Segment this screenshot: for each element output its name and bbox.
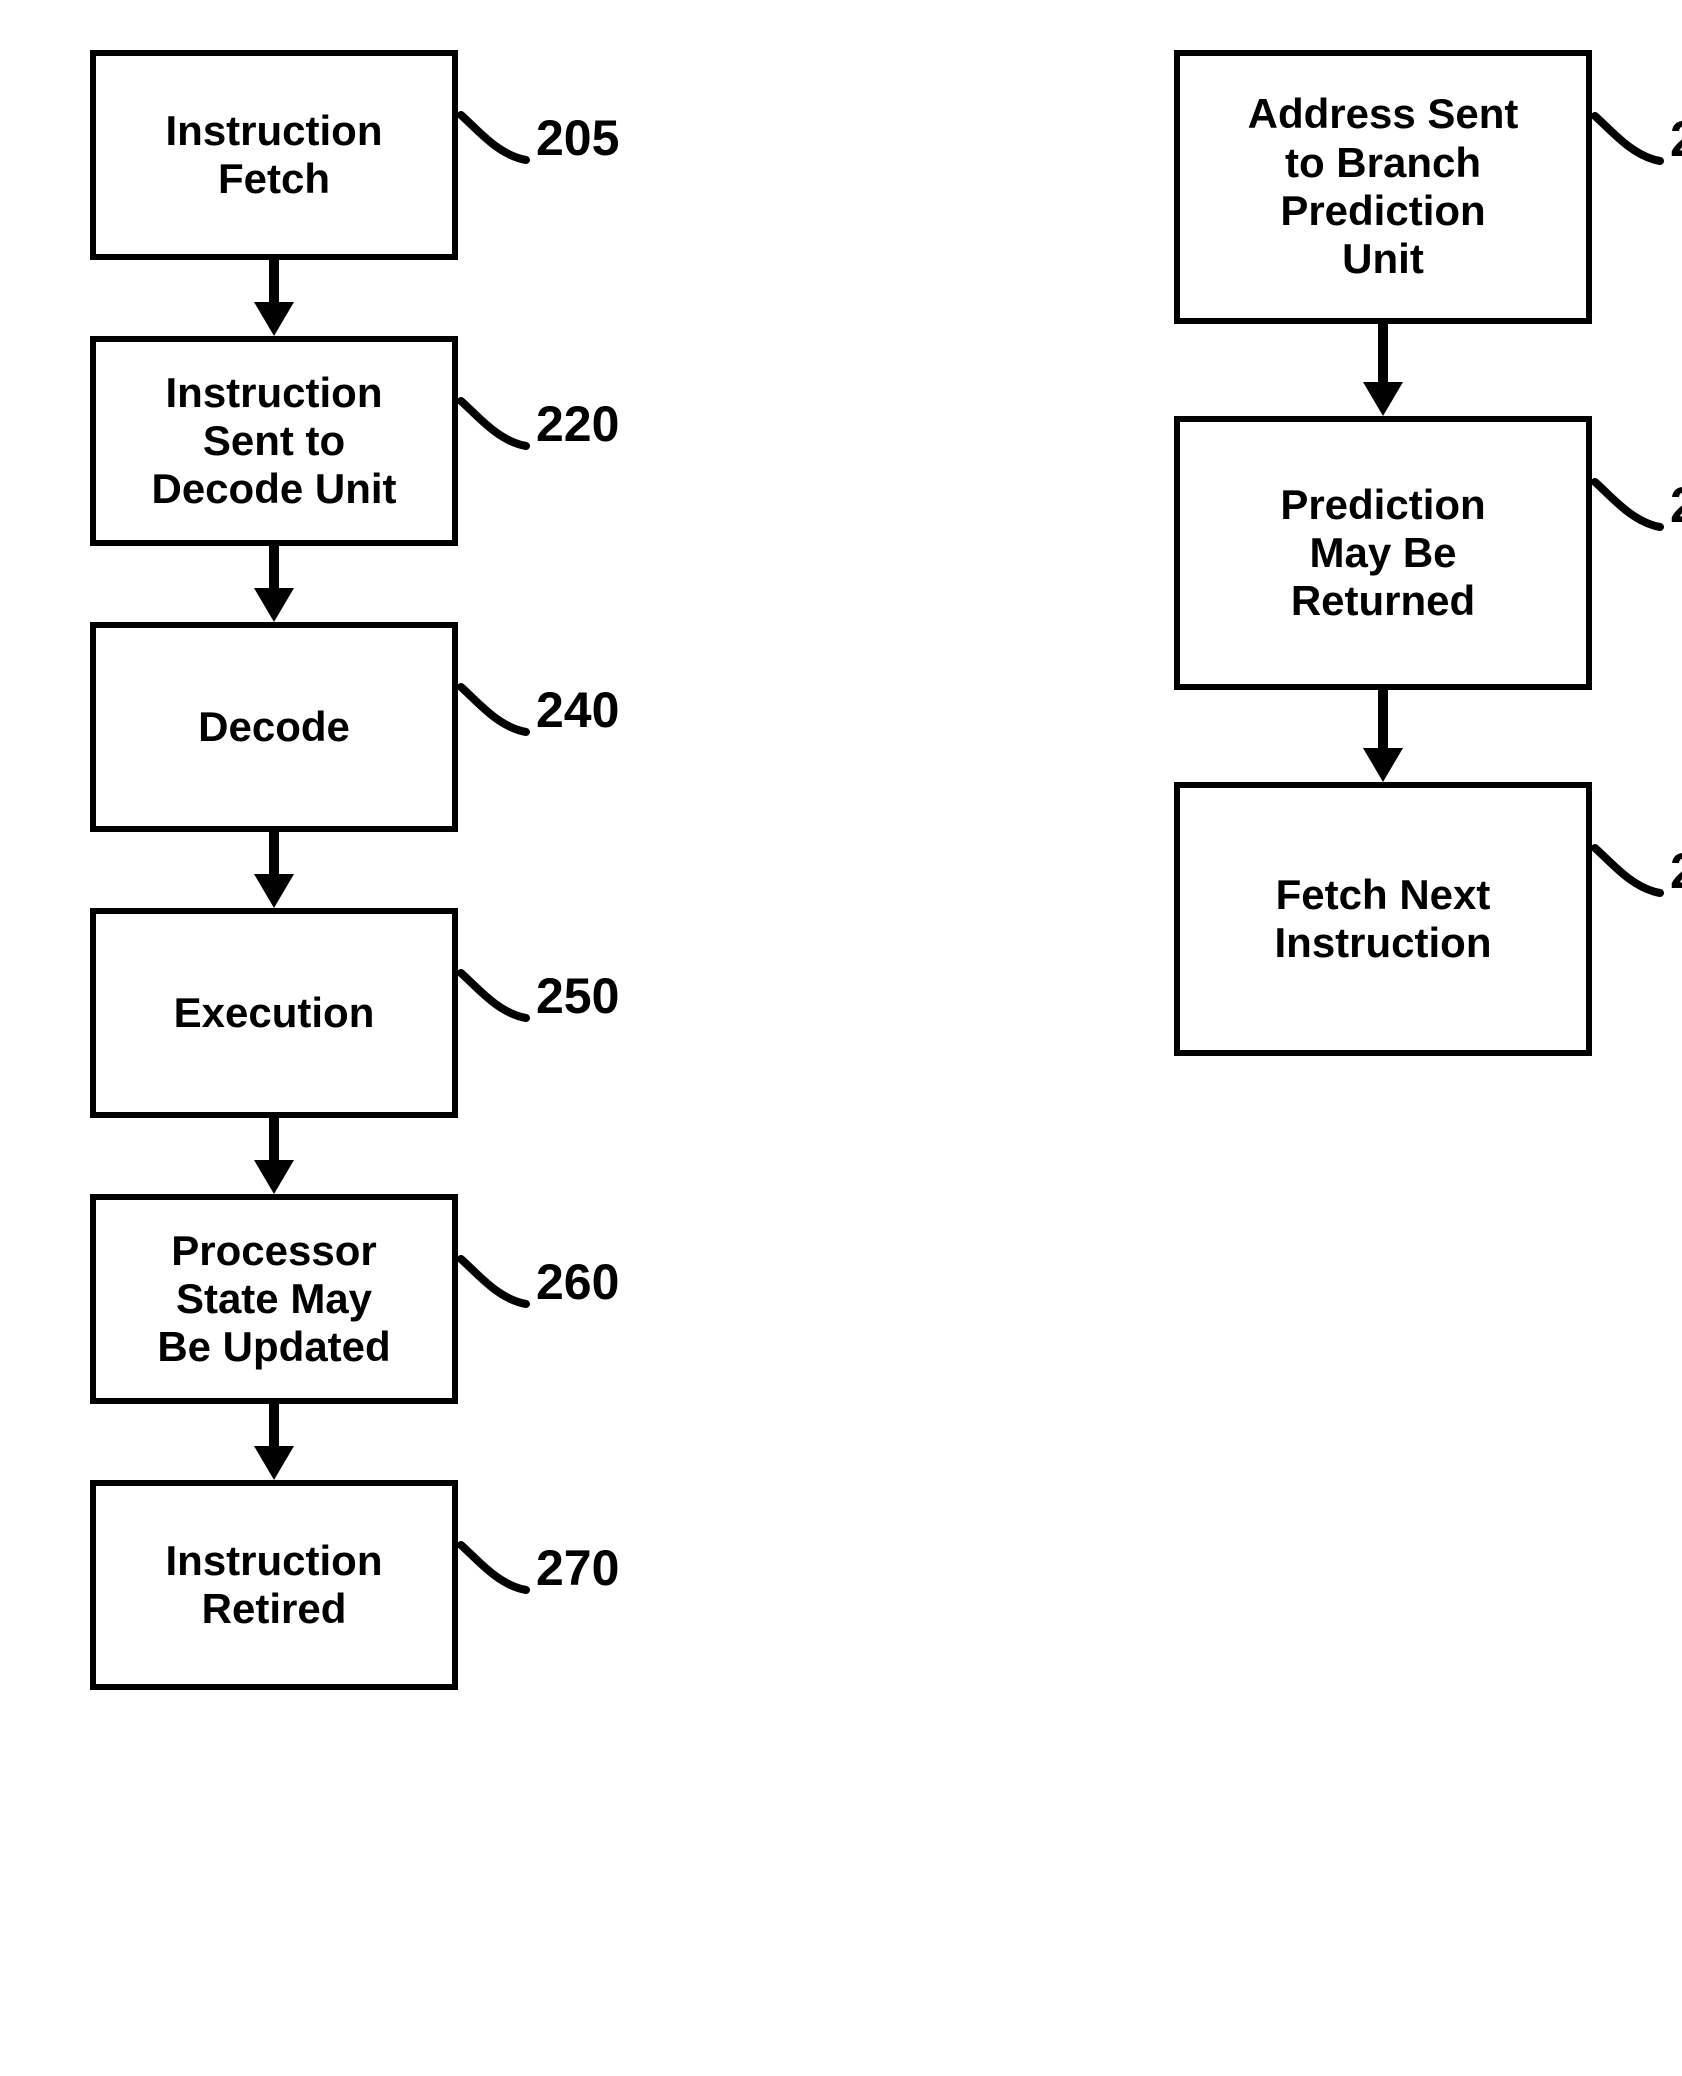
flow-arrow [1363, 690, 1403, 782]
flow-arrow [254, 1118, 294, 1194]
flow-box-text: Sent to [203, 417, 345, 465]
flow-label-number: 230 [1670, 842, 1682, 900]
flow-label-n270: 270 [458, 1539, 619, 1597]
right-column: Address Sentto BranchPredictionUnit200Pr… [1174, 50, 1592, 2026]
flow-node-n210: PredictionMay BeReturned210 [1174, 416, 1592, 690]
flow-box-n220: InstructionSent toDecode Unit [90, 336, 458, 546]
arrow-head [1363, 748, 1403, 782]
connector-tick [1592, 111, 1664, 167]
flow-label-n210: 210 [1592, 476, 1682, 534]
flow-label-number: 220 [536, 395, 619, 453]
flow-box-text: Decode Unit [151, 465, 396, 513]
arrow-head [1363, 382, 1403, 416]
flow-label-number: 210 [1670, 476, 1682, 534]
arrow-shaft [269, 260, 279, 302]
arrow-head [254, 302, 294, 336]
flow-box-n260: ProcessorState MayBe Updated [90, 1194, 458, 1404]
arrow-shaft [1378, 324, 1388, 382]
flow-arrow [1363, 324, 1403, 416]
flow-box-text: Decode [198, 703, 350, 751]
connector-tick [458, 110, 530, 166]
flow-box-n270: InstructionRetired [90, 1480, 458, 1690]
flow-box-text: May Be [1309, 529, 1456, 577]
flow-label-n250: 250 [458, 967, 619, 1025]
arrow-head [254, 874, 294, 908]
flow-box-text: Processor [171, 1227, 376, 1275]
flow-label-n230: 230 [1592, 842, 1682, 900]
flow-node-n230: Fetch NextInstruction230 [1174, 782, 1592, 1056]
arrow-shaft [269, 546, 279, 588]
flow-box-text: Fetch Next [1276, 871, 1491, 919]
flow-box-text: Retired [202, 1585, 347, 1633]
flow-label-n240: 240 [458, 681, 619, 739]
flow-arrow [254, 832, 294, 908]
flow-node-n250: Execution250 [90, 908, 458, 1118]
flow-node-n200: Address Sentto BranchPredictionUnit200 [1174, 50, 1592, 324]
flow-box-n250: Execution [90, 908, 458, 1118]
flow-label-number: 270 [536, 1539, 619, 1597]
flow-label-number: 240 [536, 681, 619, 739]
flow-label-n200: 200 [1592, 110, 1682, 168]
flow-box-text: Fetch [218, 155, 330, 203]
flow-label-number: 205 [536, 109, 619, 167]
flow-arrow [254, 1404, 294, 1480]
arrow-head [254, 1446, 294, 1480]
arrow-head [254, 588, 294, 622]
flow-box-n200: Address Sentto BranchPredictionUnit [1174, 50, 1592, 324]
flow-label-n260: 260 [458, 1253, 619, 1311]
flow-node-n270: InstructionRetired270 [90, 1480, 458, 1690]
flow-label-number: 200 [1670, 110, 1682, 168]
flow-box-text: Instruction [166, 1537, 383, 1585]
flow-arrow [254, 546, 294, 622]
connector-tick [1592, 843, 1664, 899]
flow-node-n260: ProcessorState MayBe Updated260 [90, 1194, 458, 1404]
arrow-shaft [1378, 690, 1388, 748]
flow-box-text: Prediction [1280, 481, 1485, 529]
connector-tick [458, 682, 530, 738]
flow-label-number: 260 [536, 1253, 619, 1311]
connector-tick [458, 1254, 530, 1310]
flow-label-number: 250 [536, 967, 619, 1025]
flow-box-n230: Fetch NextInstruction [1174, 782, 1592, 1056]
connector-tick [458, 396, 530, 452]
flow-node-n205: InstructionFetch205 [90, 50, 458, 260]
flow-box-text: Returned [1291, 577, 1475, 625]
flow-box-text: State May [176, 1275, 372, 1323]
left-column: InstructionFetch205InstructionSent toDec… [90, 50, 458, 2026]
connector-tick [1592, 477, 1664, 533]
connector-tick [458, 968, 530, 1024]
flow-box-text: Unit [1342, 235, 1424, 283]
arrow-shaft [269, 1118, 279, 1160]
flow-label-n205: 205 [458, 109, 619, 167]
connector-tick [458, 1540, 530, 1596]
flow-box-text: to Branch [1285, 139, 1481, 187]
flow-node-n220: InstructionSent toDecode Unit220 [90, 336, 458, 546]
arrow-shaft [269, 832, 279, 874]
flowchart-container: InstructionFetch205InstructionSent toDec… [0, 0, 1682, 2076]
flow-box-n240: Decode [90, 622, 458, 832]
flow-label-n220: 220 [458, 395, 619, 453]
flow-box-n205: InstructionFetch [90, 50, 458, 260]
flow-box-n210: PredictionMay BeReturned [1174, 416, 1592, 690]
arrow-head [254, 1160, 294, 1194]
flow-box-text: Execution [174, 989, 375, 1037]
flow-box-text: Instruction [166, 369, 383, 417]
flow-box-text: Address Sent [1248, 90, 1519, 138]
flow-node-n240: Decode240 [90, 622, 458, 832]
flow-arrow [254, 260, 294, 336]
arrow-shaft [269, 1404, 279, 1446]
flow-box-text: Be Updated [157, 1323, 390, 1371]
flow-box-text: Instruction [166, 107, 383, 155]
flow-box-text: Instruction [1275, 919, 1492, 967]
flow-box-text: Prediction [1280, 187, 1485, 235]
